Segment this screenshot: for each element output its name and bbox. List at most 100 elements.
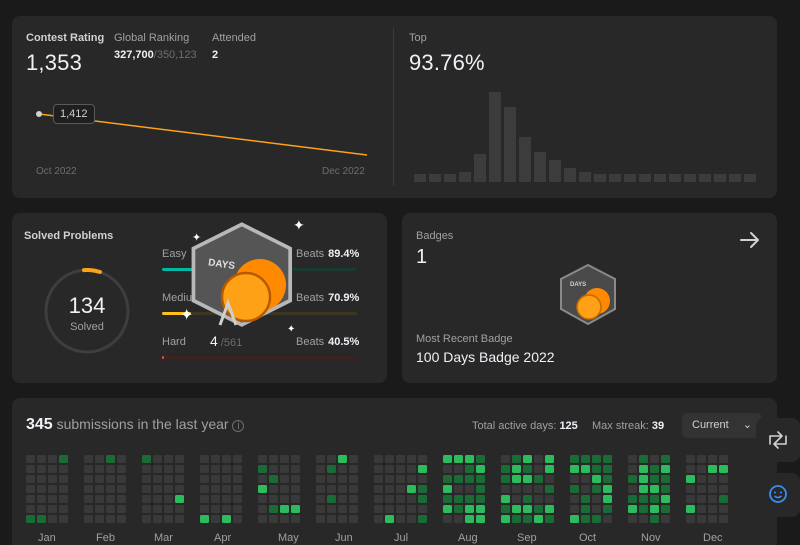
heatmap-cell[interactable] — [59, 515, 68, 523]
histogram-bar[interactable] — [684, 174, 696, 182]
heatmap-cell[interactable] — [418, 485, 427, 493]
heatmap-cell[interactable] — [407, 465, 416, 473]
heatmap-cell[interactable] — [661, 495, 670, 503]
heatmap-cell[interactable] — [407, 485, 416, 493]
histogram-bar[interactable] — [504, 107, 516, 182]
heatmap-cell[interactable] — [592, 485, 601, 493]
heatmap-cell[interactable] — [175, 505, 184, 513]
heatmap-cell[interactable] — [454, 475, 463, 483]
heatmap-cell[interactable] — [280, 515, 289, 523]
heatmap-cell[interactable] — [280, 495, 289, 503]
heatmap-cell[interactable] — [697, 485, 706, 493]
heatmap-cell[interactable] — [175, 515, 184, 523]
heatmap-cell[interactable] — [708, 455, 717, 463]
heatmap-cell[interactable] — [26, 465, 35, 473]
heatmap-cell[interactable] — [106, 485, 115, 493]
heatmap-cell[interactable] — [697, 465, 706, 473]
heatmap-cell[interactable] — [316, 505, 325, 513]
heatmap-cell[interactable] — [117, 485, 126, 493]
heatmap-cell[interactable] — [95, 495, 104, 503]
heatmap-cell[interactable] — [465, 455, 474, 463]
heatmap-cell[interactable] — [570, 465, 579, 473]
heatmap-cell[interactable] — [592, 505, 601, 513]
heatmap-cell[interactable] — [258, 515, 267, 523]
heatmap-cell[interactable] — [153, 465, 162, 473]
histogram-bar[interactable] — [729, 174, 741, 182]
heatmap-cell[interactable] — [164, 455, 173, 463]
heatmap-cell[interactable] — [650, 505, 659, 513]
heatmap-cell[interactable] — [316, 455, 325, 463]
heatmap-cell[interactable] — [708, 495, 717, 503]
heatmap-cell[interactable] — [84, 515, 93, 523]
heatmap-cell[interactable] — [639, 455, 648, 463]
heatmap-cell[interactable] — [233, 515, 242, 523]
heatmap-cell[interactable] — [396, 455, 405, 463]
histogram-bar[interactable] — [714, 174, 726, 182]
heatmap-cell[interactable] — [84, 495, 93, 503]
heatmap-cell[interactable] — [385, 495, 394, 503]
heatmap-cell[interactable] — [374, 505, 383, 513]
heatmap-cell[interactable] — [349, 455, 358, 463]
heatmap-cell[interactable] — [338, 475, 347, 483]
histogram-bar[interactable] — [519, 137, 531, 182]
heatmap-cell[interactable] — [570, 485, 579, 493]
heatmap-cell[interactable] — [222, 495, 231, 503]
heatmap-cell[interactable] — [603, 475, 612, 483]
histogram-bar[interactable] — [534, 152, 546, 182]
heatmap-cell[interactable] — [233, 485, 242, 493]
heatmap-cell[interactable] — [48, 515, 57, 523]
heatmap-cell[interactable] — [349, 515, 358, 523]
heatmap-cell[interactable] — [291, 455, 300, 463]
heatmap-cell[interactable] — [26, 455, 35, 463]
heatmap-cell[interactable] — [291, 515, 300, 523]
heatmap-cell[interactable] — [443, 515, 452, 523]
heatmap-cell[interactable] — [476, 505, 485, 513]
heatmap-cell[interactable] — [142, 515, 151, 523]
heatmap-cell[interactable] — [374, 515, 383, 523]
heatmap-cell[interactable] — [117, 455, 126, 463]
heatmap-cell[interactable] — [327, 485, 336, 493]
heatmap-cell[interactable] — [708, 485, 717, 493]
heatmap-cell[interactable] — [628, 465, 637, 473]
heatmap-cell[interactable] — [385, 505, 394, 513]
heatmap-cell[interactable] — [117, 475, 126, 483]
heatmap-cell[interactable] — [523, 465, 532, 473]
sidebar-toggle-button[interactable] — [756, 418, 800, 462]
heatmap-cell[interactable] — [603, 485, 612, 493]
heatmap-cell[interactable] — [316, 475, 325, 483]
heatmap-cell[interactable] — [142, 465, 151, 473]
histogram-bar[interactable] — [489, 92, 501, 182]
heatmap-cell[interactable] — [581, 455, 590, 463]
heatmap-cell[interactable] — [316, 465, 325, 473]
heatmap-cell[interactable] — [327, 515, 336, 523]
heatmap-cell[interactable] — [443, 485, 452, 493]
heatmap-cell[interactable] — [175, 465, 184, 473]
heatmap-cell[interactable] — [686, 515, 695, 523]
heatmap-cell[interactable] — [59, 475, 68, 483]
heatmap-cell[interactable] — [84, 475, 93, 483]
heatmap-cell[interactable] — [291, 485, 300, 493]
heatmap-cell[interactable] — [106, 475, 115, 483]
heatmap-cell[interactable] — [95, 475, 104, 483]
heatmap-cell[interactable] — [512, 475, 521, 483]
heatmap-cell[interactable] — [523, 495, 532, 503]
heatmap-cell[interactable] — [628, 455, 637, 463]
heatmap-cell[interactable] — [686, 455, 695, 463]
heatmap-cell[interactable] — [639, 465, 648, 473]
heatmap-cell[interactable] — [349, 495, 358, 503]
heatmap-cell[interactable] — [26, 505, 35, 513]
histogram-bar[interactable] — [594, 174, 606, 182]
heatmap-cell[interactable] — [117, 515, 126, 523]
heatmap-cell[interactable] — [534, 485, 543, 493]
heatmap-cell[interactable] — [385, 455, 394, 463]
heatmap-cell[interactable] — [59, 505, 68, 513]
heatmap-cell[interactable] — [222, 475, 231, 483]
histogram-bar[interactable] — [444, 174, 456, 182]
histogram-bar[interactable] — [564, 168, 576, 182]
heatmap-cell[interactable] — [164, 475, 173, 483]
heatmap-cell[interactable] — [661, 515, 670, 523]
heatmap-cell[interactable] — [142, 505, 151, 513]
heatmap-cell[interactable] — [581, 465, 590, 473]
heatmap-cell[interactable] — [338, 505, 347, 513]
heatmap-cell[interactable] — [581, 505, 590, 513]
